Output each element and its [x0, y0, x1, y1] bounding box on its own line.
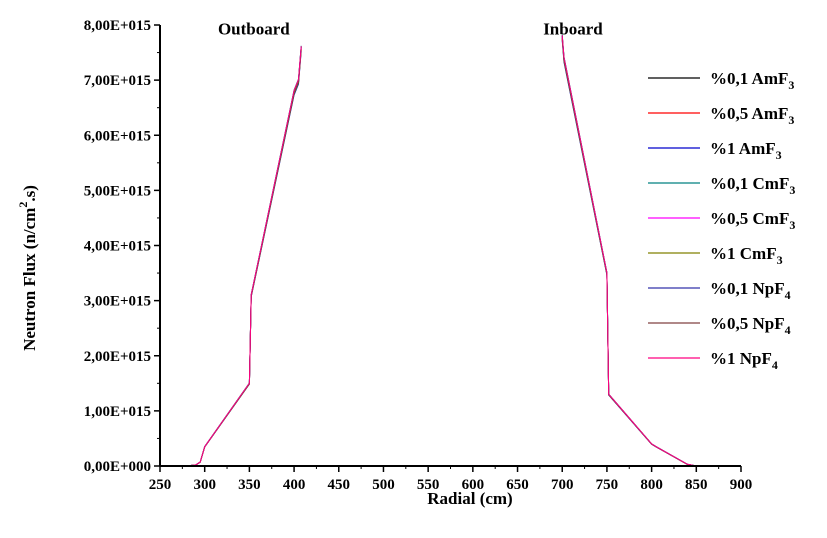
y-tick-label: 1,00E+015: [84, 404, 151, 420]
y-tick-label: 2,00E+015: [84, 349, 151, 365]
legend-entry-subscript: 3: [777, 253, 783, 267]
ticks: 250 300 350 400 450 500 550 600 650 700 750 800 850 9…: [84, 18, 753, 493]
legend-entry: %0,5 AmF3: [710, 104, 794, 127]
y-axis-title-main: Neutron Flux (n/cm: [20, 208, 39, 351]
series-line-outboard: [177, 51, 302, 467]
legend-entry-main: %0,5 CmF: [710, 209, 789, 228]
legend-entry: %0,1 AmF3: [710, 69, 794, 92]
series-line-outboard: [177, 47, 302, 467]
x-tick-label: 450: [328, 477, 351, 493]
x-tick-label: 600: [462, 477, 485, 493]
series-line-outboard: [177, 46, 302, 467]
series-line-inboard: [561, 35, 715, 467]
y-tick-label: 0,00E+000: [84, 459, 151, 475]
y-tick-label: 4,00E+015: [84, 239, 151, 255]
legend-entry-main: %0,5 AmF: [710, 104, 788, 123]
x-tick-label: 300: [193, 477, 216, 493]
x-tick-label: 550: [417, 477, 440, 493]
y-tick-label: 8,00E+015: [84, 18, 151, 34]
x-tick-label: 500: [372, 477, 395, 493]
legend-entry-subscript: 4: [785, 288, 791, 302]
legend-entry: %0,5 NpF4: [710, 314, 791, 337]
legend-entry: %0,5 CmF3: [710, 209, 795, 232]
y-tick-label: 7,00E+015: [84, 73, 151, 89]
legend-entry-main: %1 CmF: [710, 244, 777, 263]
annotations: Outboard Inboard: [218, 20, 603, 39]
y-tick-label: 3,00E+015: [84, 294, 151, 310]
legend-entry-main: %0,5 NpF: [710, 314, 785, 333]
legend-entry-subscript: 3: [788, 113, 794, 127]
legend-entry-subscript: 3: [789, 183, 795, 197]
series-line-inboard: [561, 37, 715, 467]
legend-entry-subscript: 3: [788, 78, 794, 92]
legend-entry: %0,1 NpF4: [710, 279, 791, 302]
legend-entry-subscript: 3: [789, 218, 795, 232]
series-line-outboard: [177, 46, 302, 467]
legend-entry: %0,1 CmF3: [710, 174, 795, 197]
legend-entry-subscript: 3: [776, 148, 782, 162]
legend-entry-subscript: 4: [772, 358, 778, 372]
x-tick-label: 850: [685, 477, 708, 493]
series-line-inboard: [561, 38, 715, 467]
legend-entry-main: %0,1 CmF: [710, 174, 789, 193]
legend-entry-subscript: 4: [785, 323, 791, 337]
region-annotation: Outboard: [218, 20, 290, 39]
x-tick-label: 800: [640, 477, 663, 493]
series-line-inboard: [561, 36, 715, 467]
legend-entry-main: %0,1 AmF: [710, 69, 788, 88]
y-tick-label: 5,00E+015: [84, 183, 151, 199]
x-tick-label: 350: [238, 477, 261, 493]
y-tick-label: 6,00E+015: [84, 128, 151, 144]
x-axis-title: Radial (cm): [427, 489, 512, 508]
x-tick-label: 750: [596, 477, 619, 493]
series-lines: [177, 34, 715, 467]
x-tick-label: 400: [283, 477, 306, 493]
legend-entry: %1 AmF3: [710, 139, 782, 162]
series-line-inboard: [561, 34, 715, 467]
legend-entry-main: %0,1 NpF: [710, 279, 785, 298]
series-line-inboard: [561, 35, 715, 467]
legend-entry-main: %1 NpF: [710, 349, 772, 368]
y-axis-title-tail: .s): [20, 185, 39, 202]
series-line-outboard: [177, 47, 302, 467]
series-line-outboard: [177, 45, 302, 467]
legend-entry-main: %1 AmF: [710, 139, 776, 158]
region-annotation: Inboard: [543, 20, 603, 39]
series-line-outboard: [177, 49, 302, 467]
x-tick-label: 700: [551, 477, 574, 493]
x-tick-label: 900: [730, 477, 753, 493]
series-line-inboard: [561, 35, 715, 467]
y-axis-title-superscript: 2: [16, 202, 30, 208]
x-tick-label: 250: [149, 477, 172, 493]
legend: %0,1 AmF3%0,5 AmF3%1 AmF3%0,1 CmF3%0,5 C…: [648, 69, 795, 372]
series-line-outboard: [177, 48, 302, 467]
axes: [159, 25, 741, 467]
x-tick-label: 650: [506, 477, 529, 493]
legend-entry: %1 NpF4: [710, 349, 778, 372]
y-axis-title: Neutron Flux (n/cm2.s): [16, 185, 39, 351]
legend-entry: %1 CmF3: [710, 244, 783, 267]
series-line-outboard: [177, 49, 302, 467]
